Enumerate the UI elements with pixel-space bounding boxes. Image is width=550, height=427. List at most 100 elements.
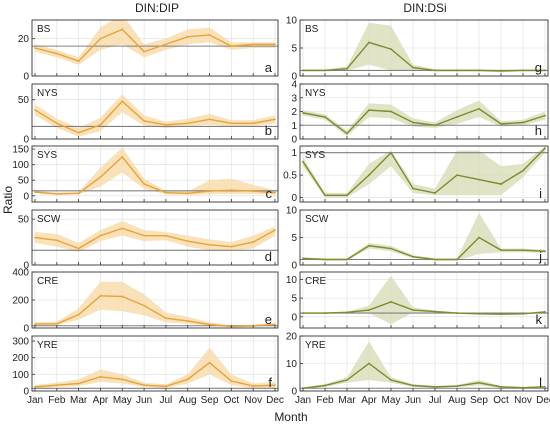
panel-frame	[31, 19, 279, 77]
panel-letter: l	[539, 375, 542, 390]
data-point	[544, 250, 546, 253]
y-tick-label: 10	[286, 275, 298, 286]
data-point	[456, 312, 458, 314]
data-point	[368, 41, 370, 44]
data-point	[522, 386, 524, 389]
panel-nys-h: 0 1 2 3 4 NYS h	[291, 80, 549, 146]
y-tick-label: 150	[12, 145, 29, 156]
data-point	[274, 118, 276, 121]
data-point	[324, 194, 326, 197]
data-point	[302, 111, 304, 114]
data-point	[208, 323, 211, 326]
panel-frame	[31, 271, 279, 329]
y-tick-label: 200	[12, 353, 29, 364]
data-point	[544, 147, 546, 150]
series-line-sys-i	[302, 147, 546, 196]
band-scw-j	[303, 212, 545, 261]
data-point	[252, 122, 255, 125]
station-label: BS	[305, 24, 319, 35]
x-axis-title: Month	[274, 410, 307, 424]
data-point	[478, 107, 480, 110]
data-point	[143, 183, 145, 185]
y-tick-label: 0	[23, 324, 29, 335]
data-point	[368, 309, 370, 311]
data-point	[434, 385, 436, 388]
y-tick-label: 0	[291, 72, 297, 83]
data-point	[186, 192, 189, 195]
data-point	[390, 110, 392, 113]
data-point	[34, 385, 36, 388]
y-tick-label: 0	[291, 135, 297, 146]
panel-letter: c	[266, 186, 273, 201]
data-point	[478, 312, 480, 315]
x-tick-label: Oct	[224, 395, 240, 406]
series-line-yre-f	[34, 361, 276, 388]
data-point	[55, 239, 58, 242]
data-point	[230, 245, 233, 248]
panel-letter: e	[265, 312, 272, 327]
data-point	[274, 384, 276, 387]
series-line-nys-h	[302, 107, 546, 135]
y-tick-label: 0	[291, 261, 297, 272]
y-tick-label: 4	[291, 80, 297, 91]
y-tick-label: 50	[18, 176, 30, 187]
data-point	[302, 312, 304, 314]
data-point	[522, 249, 524, 252]
x-tick-label: Mar	[70, 395, 88, 406]
panel-letter: i	[539, 186, 542, 201]
data-point	[55, 52, 58, 55]
column-title-left: DIN:DIP	[135, 1, 179, 15]
data-point	[544, 385, 546, 388]
x-tick-label: May	[382, 395, 401, 406]
series-line-sys-c	[34, 155, 276, 195]
x-tick-label: Aug	[179, 395, 197, 406]
data-point	[522, 169, 524, 172]
data-point	[544, 311, 546, 313]
panel-letter: d	[265, 249, 272, 264]
data-point	[186, 35, 189, 38]
data-point	[252, 190, 255, 193]
data-point	[143, 120, 145, 122]
y-tick-label: 300	[12, 337, 29, 348]
data-point	[412, 255, 414, 258]
data-point	[412, 121, 414, 124]
y-tick-label: 5	[291, 294, 297, 305]
panel-frame	[31, 145, 279, 203]
data-point	[55, 122, 58, 125]
data-point	[274, 191, 276, 194]
band-bs-a	[35, 20, 275, 65]
data-point	[77, 382, 80, 385]
data-point	[324, 258, 326, 261]
panel-nys-b: 0 50 NYS b	[18, 83, 279, 146]
data-point	[434, 310, 436, 313]
y-tick-label: 1	[291, 148, 297, 159]
data-point	[412, 66, 414, 69]
panel-letter: a	[265, 60, 273, 75]
x-tick-label: Mar	[338, 395, 356, 406]
data-point	[456, 258, 458, 261]
data-point	[302, 257, 304, 260]
data-point	[99, 234, 102, 237]
data-point	[274, 43, 276, 46]
band-scw-d	[35, 221, 275, 253]
x-tick-label: Feb	[316, 395, 334, 406]
y-tick-label: 1	[291, 121, 297, 132]
x-tick-label: Jun	[405, 395, 421, 406]
data-point	[302, 69, 304, 72]
data-point	[274, 229, 276, 232]
panel-frame	[299, 335, 549, 392]
data-point	[99, 375, 102, 378]
x-tick-label: Jan	[27, 395, 43, 406]
data-point	[165, 317, 167, 320]
panel-letter: k	[536, 312, 543, 327]
y-tick-label: 100	[12, 160, 29, 171]
data-point	[77, 313, 80, 316]
data-point	[208, 190, 211, 193]
y-tick-label: 0	[23, 72, 29, 83]
data-point	[77, 60, 80, 62]
data-point	[478, 236, 480, 239]
y-tick-label: 0	[291, 193, 297, 204]
data-point	[252, 43, 255, 46]
data-point	[368, 174, 370, 177]
